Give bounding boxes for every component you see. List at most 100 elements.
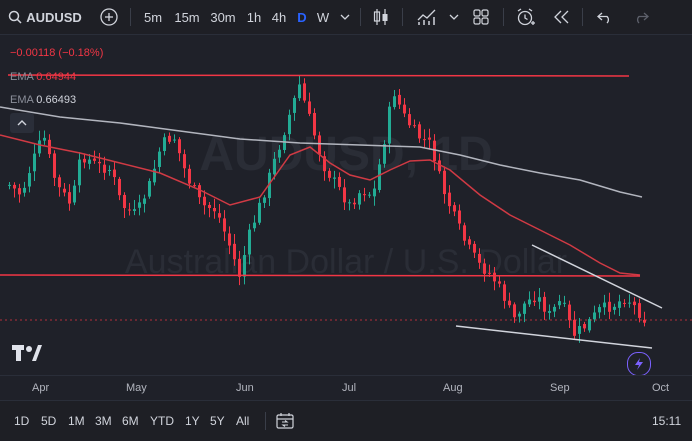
support-line[interactable]: [0, 274, 641, 277]
candle-body: [508, 300, 511, 306]
candle-body: [448, 192, 451, 207]
candle-body: [103, 164, 106, 173]
candle-body: [333, 177, 336, 179]
ema-slow-value: 0.66493: [36, 94, 77, 106]
interval-4h[interactable]: 4h: [271, 9, 287, 25]
undo-icon[interactable]: [594, 0, 616, 34]
candle-body: [318, 135, 321, 155]
date-range-icon[interactable]: [276, 412, 294, 435]
price-chart[interactable]: AUDUSD, 1D Australian Dollar / U.S. Doll…: [0, 35, 692, 375]
ema-fast-value: 0.64944: [36, 71, 77, 83]
x-tick-label: Oct: [652, 382, 670, 394]
candle-body: [328, 170, 331, 178]
search-icon[interactable]: [6, 0, 24, 34]
candles-icon[interactable]: [370, 0, 392, 34]
candle-body: [408, 114, 411, 126]
range-5d-button[interactable]: 5D: [41, 414, 57, 428]
clock-time[interactable]: 15:11: [652, 414, 682, 428]
ema-slow-line: [0, 106, 643, 198]
interval-1h[interactable]: 1h: [246, 9, 262, 25]
candle-body: [143, 198, 146, 204]
interval-5m[interactable]: 5m: [143, 9, 163, 25]
candle-body: [188, 168, 191, 184]
candle-body: [78, 159, 81, 186]
candle-body: [523, 303, 526, 314]
range-1y-button[interactable]: 1Y: [185, 414, 200, 428]
candle-body: [158, 151, 161, 167]
wedge-lower-line[interactable]: [455, 325, 653, 349]
candle-body: [543, 296, 546, 312]
interval-30m[interactable]: 30m: [210, 9, 236, 25]
time-axis[interactable]: Apr May Jun Jul Aug Sep Oct: [0, 375, 692, 400]
bottom-toolbar: 1D 5D 1M 3M 6M YTD 1Y 5Y All 15:11: [0, 400, 692, 441]
candle-body: [623, 302, 626, 304]
range-1d-button[interactable]: 1D: [14, 414, 30, 428]
layout-grid-icon[interactable]: [470, 0, 492, 34]
candle-body: [288, 114, 291, 135]
candle-body: [573, 319, 576, 336]
legend-ema-slow[interactable]: EMA 0.66493: [10, 94, 76, 106]
candle-body: [323, 156, 326, 172]
interval-15m[interactable]: 15m: [174, 9, 200, 25]
candle-body: [298, 84, 301, 99]
resistance-line[interactable]: [7, 74, 630, 77]
wedge-upper-line[interactable]: [531, 244, 663, 309]
candle-body: [28, 173, 31, 187]
candle-body: [598, 307, 601, 313]
candle-body: [98, 161, 101, 164]
candle-body: [203, 196, 206, 206]
collapse-legend-button[interactable]: [10, 113, 34, 133]
candle-body: [403, 104, 406, 114]
tradingview-logo-icon[interactable]: [12, 345, 42, 366]
symbol-name[interactable]: AUDUSD: [26, 9, 82, 25]
candle-body: [498, 281, 501, 284]
candle-body: [388, 106, 391, 144]
range-ytd-button[interactable]: YTD: [150, 414, 174, 428]
candle-body: [73, 185, 76, 203]
range-6m-button[interactable]: 6M: [122, 414, 139, 428]
candle-body: [643, 319, 646, 323]
chevron-down-icon[interactable]: [338, 0, 352, 34]
candle-body: [93, 158, 96, 161]
candle-body: [303, 83, 306, 101]
interval-d[interactable]: D: [297, 9, 307, 25]
toolbar-divider: [402, 8, 403, 26]
candle-body: [38, 140, 41, 154]
candle-body: [183, 154, 186, 169]
candle-body: [493, 272, 496, 282]
candle-body: [228, 233, 231, 246]
redo-icon[interactable]: [630, 0, 652, 34]
candle-body: [178, 139, 181, 154]
add-symbol-icon[interactable]: [98, 0, 120, 34]
candle-body: [123, 194, 126, 209]
candle-body: [563, 302, 566, 304]
legend-ema-fast[interactable]: EMA 0.64944: [10, 71, 76, 83]
candle-body: [538, 297, 541, 302]
indicators-icon[interactable]: [415, 0, 439, 34]
candle-body: [433, 140, 436, 162]
range-1m-button[interactable]: 1M: [68, 414, 85, 428]
range-5y-button[interactable]: 5Y: [210, 414, 225, 428]
range-all-button[interactable]: All: [236, 414, 250, 428]
candle-body: [258, 202, 261, 223]
candle-body: [8, 184, 11, 186]
price-change: −0.00118 (−0.18%): [10, 47, 103, 59]
candle-body: [533, 300, 536, 303]
candle-body: [308, 101, 311, 114]
ema-slow-label: EMA: [10, 94, 34, 106]
candle-body: [218, 213, 221, 218]
candle-body: [423, 139, 426, 141]
candle-body: [478, 253, 481, 263]
candle-body: [613, 306, 616, 310]
interval-w[interactable]: W: [316, 9, 330, 25]
alert-clock-icon[interactable]: [514, 0, 538, 34]
lightning-icon[interactable]: [627, 352, 651, 375]
candle-body: [548, 311, 551, 313]
chevron-down-icon[interactable]: [447, 0, 461, 34]
replay-icon[interactable]: [550, 0, 572, 34]
toolbar-divider: [503, 8, 504, 26]
candle-body: [518, 313, 521, 317]
candle-body: [253, 222, 256, 229]
chart-pane[interactable]: AUDUSD, 1D Australian Dollar / U.S. Doll…: [0, 35, 692, 375]
range-3m-button[interactable]: 3M: [95, 414, 112, 428]
